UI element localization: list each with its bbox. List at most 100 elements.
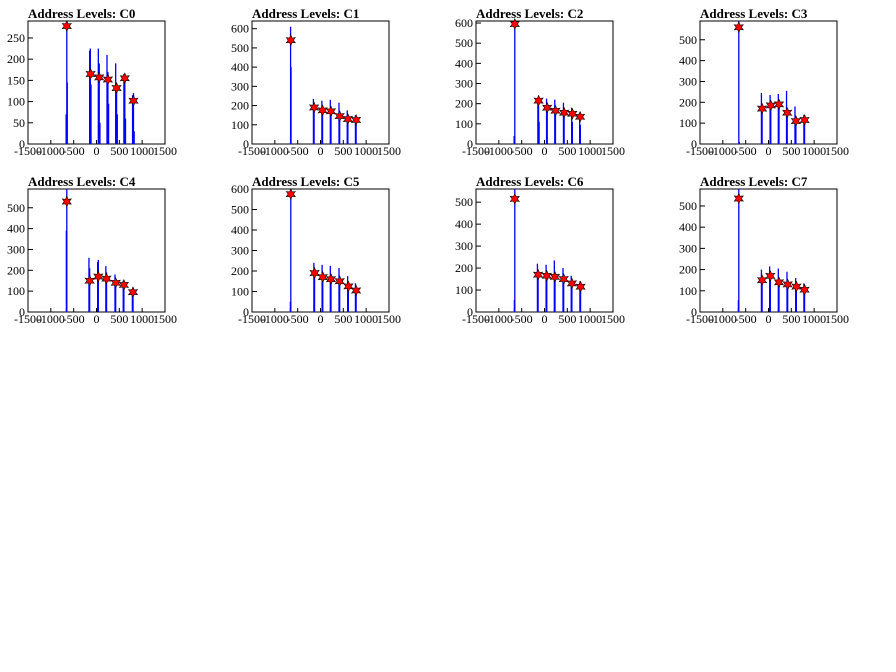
x-tick-label: -1500 xyxy=(14,144,42,158)
chart-title: Address Levels: C1 xyxy=(252,6,359,21)
chart-title: Address Levels: C4 xyxy=(28,174,136,189)
y-tick-label: 0 xyxy=(19,305,25,319)
x-tick-label: 1500 xyxy=(601,144,625,158)
y-tick-label: 400 xyxy=(231,60,249,74)
x-tick-label: 500 xyxy=(782,144,800,158)
plot-frame xyxy=(27,188,166,313)
plot-frame xyxy=(475,188,614,313)
plot-frame xyxy=(251,188,390,313)
chart-panel: Address Levels: C2 0 100 200 300 400 500 600 -15… xyxy=(455,6,625,158)
y-tick-label: 300 xyxy=(231,244,249,258)
x-tick-label: -1500 xyxy=(462,144,490,158)
chart-panel: Address Levels: C70100200300400500-1500-… xyxy=(679,174,849,326)
x-tick-label: 0 xyxy=(766,144,772,158)
y-tick-label: 500 xyxy=(455,195,473,209)
y-tick-label: 600 xyxy=(455,16,473,30)
x-tick-label: 500 xyxy=(110,144,128,158)
plot-frame xyxy=(27,20,166,145)
peak-marker xyxy=(542,101,553,114)
x-tick-label: 0 xyxy=(94,144,100,158)
x-tick-label: 1000 xyxy=(130,312,154,326)
peak-marker xyxy=(509,18,520,30)
chart-title: Address Levels: C0 xyxy=(28,6,135,21)
x-tick-label: 500 xyxy=(110,312,128,326)
y-tick-label: 150 xyxy=(7,73,25,87)
chart-panel: Address Levels: C60100200300400500-1500-… xyxy=(455,174,625,326)
y-tick-label: 400 xyxy=(7,222,25,236)
peak-marker xyxy=(799,283,810,296)
peak-marker xyxy=(765,99,776,112)
peak-marker xyxy=(94,71,105,84)
y-tick-label: 500 xyxy=(679,199,697,213)
chart-panel: Address Levels: C1 0 100 200 300 400 500 600 -15… xyxy=(231,6,401,158)
y-tick-label: 100 xyxy=(455,283,473,297)
peak-marker xyxy=(532,268,544,281)
y-tick-label: 200 xyxy=(455,97,473,111)
peak-marker xyxy=(119,72,130,85)
peak-marker xyxy=(285,188,296,201)
x-tick-label: 500 xyxy=(334,144,352,158)
y-tick-label: 0 xyxy=(243,305,249,319)
chart-title: Address Levels: C6 xyxy=(476,174,584,189)
chart-title: Address Levels: C2 xyxy=(476,6,583,21)
y-tick-label: 300 xyxy=(679,74,697,88)
y-tick-label: 200 xyxy=(7,52,25,66)
y-tick-label: 300 xyxy=(455,239,473,253)
x-tick-label: -1000 xyxy=(485,312,513,326)
y-tick-label: 100 xyxy=(679,116,697,130)
peak-marker xyxy=(574,110,586,123)
y-tick-label: 100 xyxy=(7,95,25,109)
x-tick-label: 1000 xyxy=(802,312,826,326)
y-tick-label: 0 xyxy=(467,137,473,151)
x-tick-label: 1000 xyxy=(354,144,378,158)
peak-marker xyxy=(733,21,744,34)
x-tick-label: 0 xyxy=(94,312,100,326)
x-tick-label: -500 xyxy=(287,144,309,158)
y-tick-label: 400 xyxy=(455,56,473,70)
x-tick-label: 1000 xyxy=(130,144,154,158)
peak-marker xyxy=(575,280,586,293)
y-tick-label: 200 xyxy=(679,95,697,109)
plot-frame xyxy=(251,20,390,145)
chart-panel: Address Levels: C0 0 50 100 150 200 250 -1500-1… xyxy=(7,6,177,158)
x-tick-label: -1500 xyxy=(686,312,714,326)
peak-marker xyxy=(317,104,328,117)
peak-marker xyxy=(118,278,130,291)
peak-marker xyxy=(350,114,362,126)
x-tick-label: -1500 xyxy=(462,312,490,326)
y-tick-label: 50 xyxy=(13,116,25,130)
x-tick-label: 500 xyxy=(334,312,352,326)
x-tick-label: 0 xyxy=(318,144,324,158)
peak-marker xyxy=(350,284,362,297)
chart-title: Address Levels: C3 xyxy=(700,6,808,21)
x-tick-label: -500 xyxy=(511,312,533,326)
y-tick-label: 400 xyxy=(679,54,697,68)
peak-marker xyxy=(550,104,561,117)
peak-marker xyxy=(343,280,354,293)
y-tick-label: 200 xyxy=(455,261,473,275)
peak-marker xyxy=(111,82,122,94)
y-tick-label: 600 xyxy=(231,22,249,36)
peak-marker xyxy=(285,34,296,47)
x-tick-label: 1000 xyxy=(578,144,602,158)
y-tick-label: 300 xyxy=(7,242,25,256)
x-tick-label: -500 xyxy=(287,312,309,326)
peak-marker xyxy=(102,73,114,86)
peak-marker xyxy=(110,276,121,289)
peak-marker xyxy=(101,272,112,285)
chart-title: Address Levels: C7 xyxy=(700,174,808,189)
x-tick-label: 500 xyxy=(558,144,576,158)
x-tick-label: 1500 xyxy=(825,312,849,326)
y-tick-label: 200 xyxy=(7,263,25,277)
x-tick-label: 0 xyxy=(542,312,548,326)
chart-panel: Address Levels: C40100200300400500-1500-… xyxy=(7,174,177,326)
y-tick-label: 400 xyxy=(679,220,697,234)
y-tick-label: 0 xyxy=(467,305,473,319)
y-tick-label: 400 xyxy=(231,223,249,237)
x-tick-label: -1500 xyxy=(238,312,266,326)
y-tick-label: 600 xyxy=(231,182,249,196)
x-tick-label: -1000 xyxy=(261,144,289,158)
x-tick-label: -1000 xyxy=(709,144,737,158)
x-tick-label: -500 xyxy=(735,144,757,158)
